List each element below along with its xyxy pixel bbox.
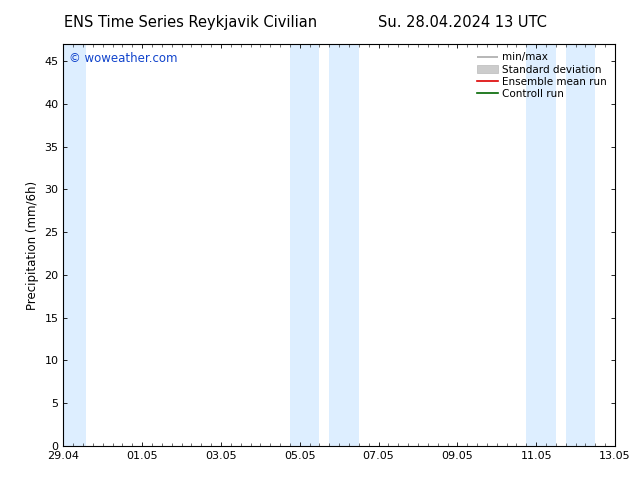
Text: Su. 28.04.2024 13 UTC: Su. 28.04.2024 13 UTC <box>378 15 547 30</box>
Bar <box>290 44 320 446</box>
Y-axis label: Precipitation (mm/6h): Precipitation (mm/6h) <box>26 180 39 310</box>
Legend: min/max, Standard deviation, Ensemble mean run, Controll run: min/max, Standard deviation, Ensemble me… <box>474 49 610 102</box>
Bar <box>526 44 556 446</box>
Bar <box>63 44 86 446</box>
Text: © woweather.com: © woweather.com <box>69 52 178 65</box>
Bar <box>566 44 595 446</box>
Bar <box>329 44 359 446</box>
Text: ENS Time Series Reykjavik Civilian: ENS Time Series Reykjavik Civilian <box>63 15 317 30</box>
